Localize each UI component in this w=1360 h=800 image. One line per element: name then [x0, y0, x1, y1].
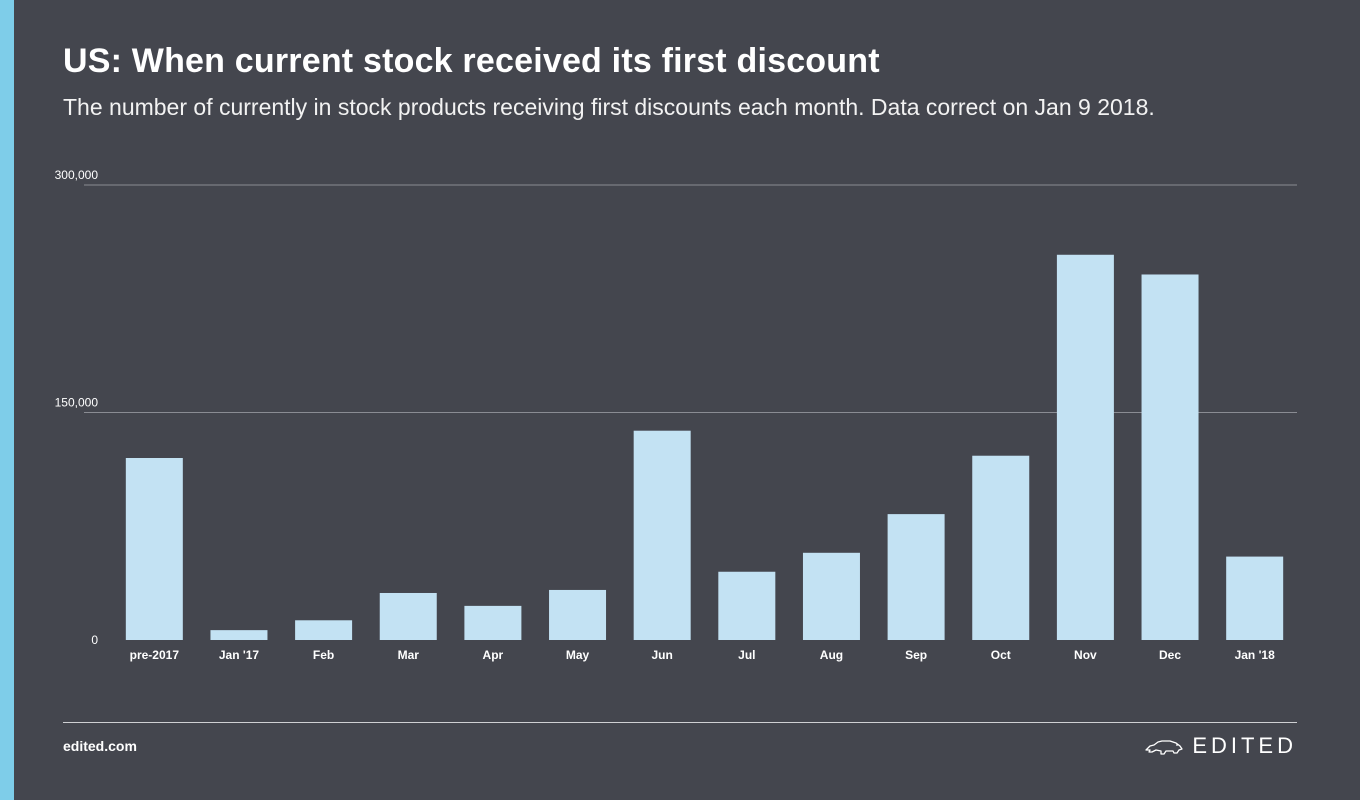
- x-tick-label: Dec: [1159, 648, 1181, 662]
- x-tick-label: Aug: [820, 648, 843, 662]
- bar: [1141, 274, 1199, 640]
- bar: [972, 455, 1030, 640]
- bar: [718, 571, 776, 640]
- x-tick-label: Mar: [398, 648, 420, 662]
- bar: [802, 552, 860, 640]
- footer-divider: [63, 722, 1297, 723]
- bar: [125, 458, 183, 640]
- y-tick-label: 300,000: [55, 168, 99, 182]
- x-tick-label: Jul: [738, 648, 755, 662]
- x-tick-label: Apr: [483, 648, 504, 662]
- bar: [1056, 254, 1114, 640]
- x-tick-label: Sep: [905, 648, 927, 662]
- bar: [1226, 556, 1284, 640]
- x-tick-label: pre-2017: [130, 648, 180, 662]
- bar: [464, 605, 522, 640]
- x-tick-label: Oct: [991, 648, 1011, 662]
- polar-bear-icon: [1145, 740, 1183, 755]
- bar: [379, 592, 437, 640]
- bar: [633, 430, 691, 640]
- x-tick-label: May: [566, 648, 590, 662]
- bar: [887, 514, 945, 640]
- edited-logo: EDITED: [1144, 733, 1297, 759]
- bar: [549, 589, 607, 640]
- x-tick-label: Nov: [1074, 648, 1097, 662]
- y-tick-label: 150,000: [55, 396, 99, 410]
- bar: [210, 630, 268, 640]
- logo-wordmark: EDITED: [1192, 733, 1297, 758]
- chart-title: US: When current stock received its firs…: [63, 42, 880, 80]
- x-tick-label: Jan '17: [219, 648, 260, 662]
- accent-bar: [0, 0, 14, 800]
- chart-subtitle: The number of currently in stock product…: [63, 94, 1155, 120]
- x-tick-label: Feb: [313, 648, 334, 662]
- x-tick-label: Jun: [652, 648, 673, 662]
- footer-site-link[interactable]: edited.com: [63, 738, 137, 754]
- bar: [295, 620, 353, 640]
- x-tick-label: Jan '18: [1235, 648, 1276, 662]
- y-tick-label: 0: [91, 633, 98, 647]
